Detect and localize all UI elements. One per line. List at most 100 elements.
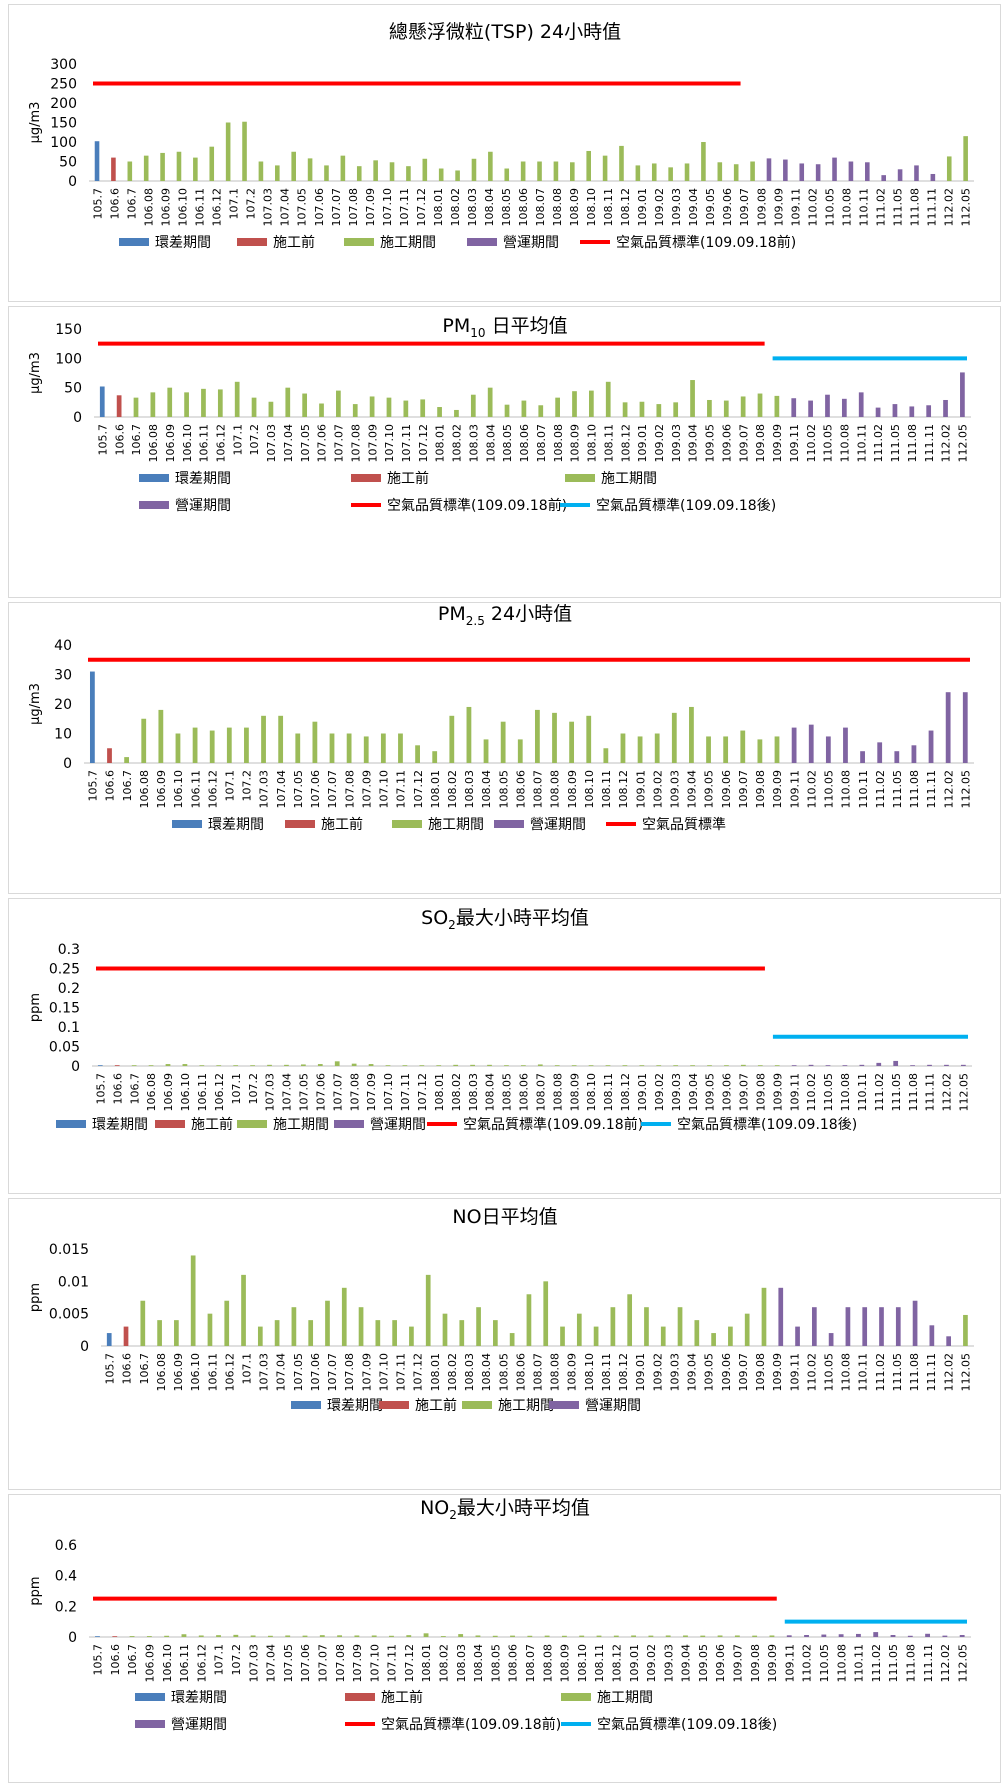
bar-109.09 [774,1065,780,1066]
x-tick-label: 109.03 [662,1644,675,1683]
x-tick-label: 109.03 [668,770,681,809]
x-tick-label: 107.11 [395,770,408,809]
bar-109.01 [631,1635,637,1637]
y-tick-label: 100 [50,135,77,151]
x-tick-label: 109.09 [771,424,784,463]
x-tick-label: 109.01 [634,1353,647,1392]
legend-swatch [351,474,381,482]
x-tick-label: 106.11 [194,188,207,227]
y-tick-label: 0.6 [55,1538,77,1554]
bar-109.05 [711,1333,716,1346]
x-tick-label: 107.12 [417,424,430,463]
bar-110.11 [860,751,865,763]
bar-108.07 [537,1064,543,1066]
bar-108.07 [538,405,544,417]
bar-108.12 [622,402,628,417]
x-tick-label: 109.04 [686,770,699,809]
legend-swatch [172,820,202,828]
bar-109.07 [740,730,746,763]
x-tick-label: 106.08 [145,1073,158,1112]
bar-112.05 [963,1314,968,1346]
x-tick-label: 110.05 [823,770,836,809]
bar-108.06 [521,400,527,417]
x-tick-label: 109.04 [687,188,700,227]
x-tick-label: 107.05 [292,770,305,809]
bar-108.01 [422,158,428,181]
bar-111.08 [907,1635,913,1637]
bar-106.7 [131,1065,137,1066]
bar-110.05 [828,1333,834,1346]
bar-111.11 [927,1064,932,1066]
bar-109.01 [644,1307,649,1346]
x-tick-label: 107.1 [230,1073,243,1105]
x-tick-label: 107.2 [241,770,254,802]
x-tick-label: 109.11 [788,1353,801,1392]
bar-109.08 [752,1635,758,1637]
y-tick-label: 300 [50,57,77,73]
x-tick-label: 108.12 [610,1644,623,1683]
bar-106.7 [129,1636,135,1637]
x-tick-label: 109.11 [788,1073,801,1112]
bar-108.09 [576,1313,582,1346]
x-tick-label: 106.09 [155,770,168,809]
bar-107.05 [291,151,296,181]
tsp-chart-svg: 總懸浮微粒(TSP) 24小時值 μg/m3 0 50 100 150 200 250 300 1… [28,21,974,251]
bar-108.04 [493,1320,498,1346]
x-tick-label: 109.08 [749,1644,762,1683]
y-axis-label: ppm [28,1576,43,1605]
chart-3-group: SO2最大小時平均值 ppm 0 0.05 0.1 0.15 0.2 0.25 0.3 105.7… [28,907,972,1133]
bar-107.03 [250,1635,256,1637]
bar-108.04 [471,158,477,181]
bar-111.08 [909,406,915,417]
bar-107.10 [373,160,378,181]
bar-112.05 [930,173,936,181]
x-tick-label: 109.07 [738,1073,751,1112]
bar-109.04 [690,1065,695,1066]
x-tick-label: 106.09 [144,1644,157,1683]
bar-109.08 [757,1065,763,1066]
x-tick-label: 107.07 [326,770,339,809]
bar-107.11 [409,1326,414,1346]
x-tick-label: 108.11 [600,1353,613,1392]
bar-107.03 [261,715,266,763]
x-tick-label: 111.11 [923,424,936,463]
x-tick-label: 112.02 [940,424,953,463]
legend-label: 空氣品質標準(109.09.18前) [387,497,567,514]
x-tick-label: 106.6 [109,1644,122,1676]
bar-106.12 [216,1065,222,1066]
x-tick-label: 107.11 [386,1644,399,1683]
x-tick-label: 108.08 [549,1353,562,1392]
x-tick-label: 109.05 [703,1353,716,1392]
legend-label: 空氣品質標準(109.09.18前) [463,1116,643,1133]
bar-109.09 [750,161,755,181]
bar-108.09 [569,721,575,763]
x-tick-label: 107.06 [314,1073,327,1112]
legend-swatch [139,474,169,482]
bar-107.1 [233,1065,239,1066]
bar-106.11 [181,1634,187,1637]
x-tick-label: 108.12 [619,188,632,227]
x-tick-label: 110.11 [856,1073,869,1112]
bar-111.11 [925,1633,931,1637]
y-tick-label: 0 [68,1630,77,1646]
legend-label: 施工前 [191,1116,233,1133]
x-tick-label: 108.09 [566,1353,579,1392]
x-tick-label: 112.05 [957,424,970,463]
bar-108.02 [438,168,444,181]
so2-chart-panel: SO2最大小時平均值 ppm 0 0.05 0.1 0.15 0.2 0.25 0.3 105.7… [8,898,1001,1194]
bar-108.03 [476,1307,481,1346]
bar-109.06 [717,1635,723,1637]
x-tick-label: 109.02 [653,1073,666,1112]
x-tick-label: 109.07 [737,770,750,809]
x-tick-label: 106.12 [195,1644,208,1683]
x-tick-label: 110.11 [855,424,868,463]
x-tick-label: 110.05 [818,1644,831,1683]
bar-106.11 [192,727,198,763]
legend-label: 施工期間 [380,235,436,251]
x-tick-label: 111.11 [924,1073,937,1112]
bar-107.09 [368,1064,374,1066]
x-tick-label: 111.08 [908,1353,921,1392]
bar-108.09 [561,1635,567,1637]
x-tick-label: 109.08 [754,1353,767,1392]
y-tick-label: 100 [55,351,82,367]
